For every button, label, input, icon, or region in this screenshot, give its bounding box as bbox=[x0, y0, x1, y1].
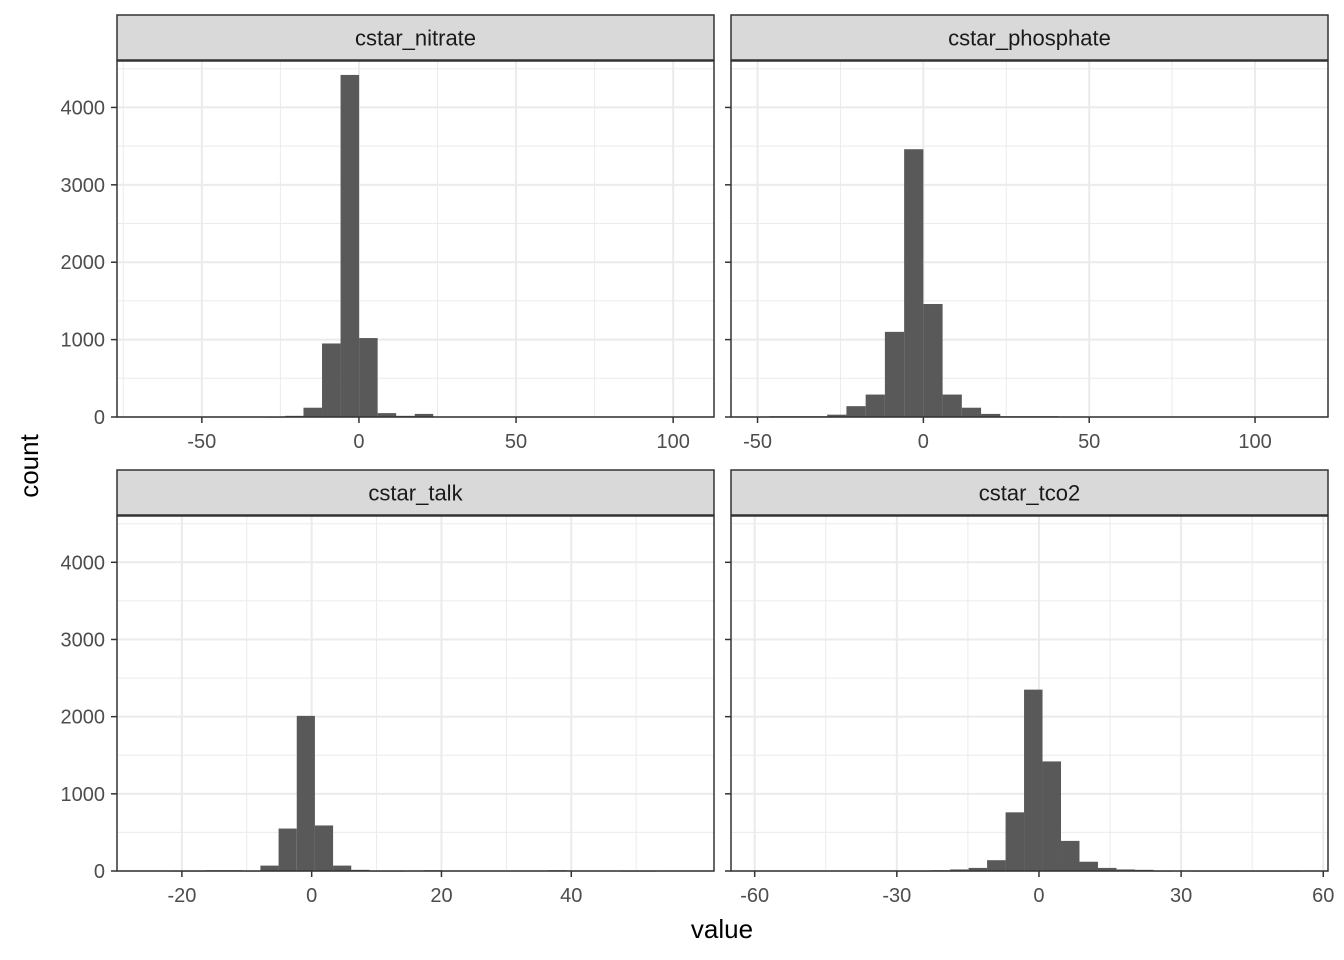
histogram-bar bbox=[260, 865, 279, 871]
facet-strip-label: cstar_phosphate bbox=[948, 26, 1111, 51]
histogram-bar bbox=[1061, 840, 1080, 871]
x-tick-label: 50 bbox=[1078, 431, 1100, 453]
histogram-bar bbox=[296, 715, 315, 871]
histogram-bar bbox=[923, 304, 943, 417]
histogram-bar bbox=[981, 413, 1001, 417]
x-tick-label: -50 bbox=[743, 431, 772, 453]
x-tick-label: 100 bbox=[656, 431, 689, 453]
facet-strip bbox=[730, 469, 1329, 516]
y-axis-title: count bbox=[14, 433, 44, 497]
y-tick-label: 2000 bbox=[61, 707, 106, 729]
x-tick-label: 100 bbox=[1238, 431, 1271, 453]
histogram-bar bbox=[377, 413, 397, 417]
panel-border bbox=[730, 515, 1329, 872]
histogram-bar bbox=[987, 860, 1006, 871]
x-tick-label: 0 bbox=[1033, 885, 1044, 907]
y-tick-label: 3000 bbox=[61, 629, 106, 651]
panel-background bbox=[117, 516, 714, 871]
y-tick-label: 2000 bbox=[61, 252, 106, 274]
histogram-bar bbox=[278, 828, 297, 871]
histogram-bar bbox=[1042, 761, 1062, 871]
panel-border bbox=[116, 60, 715, 418]
x-tick-label: 0 bbox=[918, 431, 929, 453]
facet-strip-label: cstar_talk bbox=[368, 481, 463, 506]
facet-strip bbox=[116, 14, 715, 61]
histogram-bar bbox=[904, 149, 924, 418]
panel-border bbox=[730, 60, 1329, 418]
facet-panel-cstar_nitrate: cstar_nitrate 0 1000 2000 3000 4000 -50 0 50 100 bbox=[61, 14, 715, 453]
y-tick-label: 0 bbox=[94, 407, 105, 429]
histogram-bar bbox=[314, 825, 334, 871]
histogram-bar bbox=[1116, 869, 1135, 871]
y-tick-label: 1000 bbox=[61, 330, 106, 352]
facet-strip bbox=[116, 469, 715, 516]
histogram-bar bbox=[340, 74, 360, 418]
x-tick-label: 0 bbox=[353, 431, 364, 453]
histogram-bar bbox=[414, 413, 434, 417]
histogram-bar bbox=[1079, 861, 1098, 871]
x-tick-label: 0 bbox=[306, 885, 317, 907]
histogram-bar bbox=[884, 331, 905, 417]
x-tick-label: 50 bbox=[505, 431, 527, 453]
histogram-bar bbox=[359, 338, 378, 417]
histogram-bar bbox=[950, 869, 969, 871]
x-tick-label: -60 bbox=[740, 885, 769, 907]
facet-strip-label: cstar_tco2 bbox=[979, 481, 1081, 506]
y-tick-label: 4000 bbox=[61, 552, 106, 574]
histogram-bar bbox=[303, 407, 323, 417]
histogram-bar bbox=[333, 865, 352, 871]
x-axis-title: value bbox=[691, 914, 753, 944]
histogram-bar bbox=[865, 394, 885, 417]
histogram-bar bbox=[827, 414, 847, 417]
x-tick-label: -20 bbox=[167, 885, 196, 907]
facet-panel-cstar_phosphate: cstar_phosphate -50 0 50 100 bbox=[725, 14, 1329, 453]
panel-background bbox=[731, 61, 1328, 417]
facet-strip-label: cstar_nitrate bbox=[355, 26, 476, 51]
x-tick-label: 30 bbox=[1170, 885, 1192, 907]
panel-background bbox=[117, 61, 714, 417]
y-tick-label: 0 bbox=[94, 861, 105, 883]
facet-strip bbox=[730, 14, 1329, 61]
histogram-bar bbox=[942, 394, 962, 417]
histogram-bar bbox=[846, 406, 866, 417]
x-tick-label: 20 bbox=[430, 885, 452, 907]
x-tick-label: 60 bbox=[1312, 885, 1334, 907]
y-tick-label: 4000 bbox=[61, 97, 106, 119]
histogram-bar bbox=[1024, 689, 1043, 871]
x-tick-label: -30 bbox=[882, 885, 911, 907]
histogram-bar bbox=[322, 343, 341, 417]
y-tick-label: 3000 bbox=[61, 175, 106, 197]
panel-border bbox=[116, 515, 715, 872]
facet-panel-cstar_talk: cstar_talk 0 1000 2000 3000 4000 -20 0 20 40 bbox=[61, 469, 715, 907]
facet-panel-cstar_tco2: cstar_tco2 -60 -30 0 30 60 bbox=[725, 469, 1334, 907]
histogram-bar bbox=[1005, 812, 1025, 871]
histogram-bar bbox=[1097, 867, 1117, 871]
x-tick-label: -50 bbox=[187, 431, 216, 453]
histogram-bar bbox=[968, 867, 988, 871]
y-tick-label: 1000 bbox=[61, 784, 106, 806]
histogram-bar bbox=[961, 407, 982, 417]
x-tick-label: 40 bbox=[560, 885, 582, 907]
